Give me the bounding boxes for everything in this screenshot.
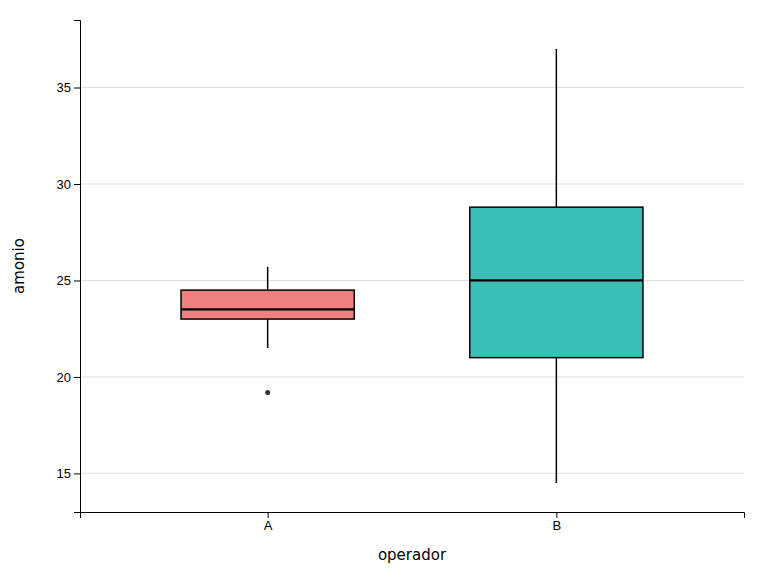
x-tick-mark <box>268 512 269 518</box>
x-tick-label: A <box>264 518 273 533</box>
y-tick-mark <box>74 88 80 89</box>
box-group <box>181 267 354 395</box>
box <box>181 290 354 319</box>
y-tick: 20 <box>57 370 80 385</box>
median <box>181 308 354 310</box>
x-tick: A <box>264 512 273 533</box>
y-tick-label: 15 <box>57 466 71 481</box>
whisker-high <box>556 49 558 207</box>
y-tick-label: 20 <box>57 370 71 385</box>
y-tick: 35 <box>57 80 80 95</box>
grid-line <box>80 280 744 281</box>
marks <box>181 49 643 483</box>
grid-line <box>80 473 744 474</box>
x-tick-label: B <box>553 518 562 533</box>
y-tick-mark <box>74 473 80 474</box>
y-tick: 15 <box>57 466 80 481</box>
x-axis: AB <box>81 512 745 533</box>
chart: 1520253035ABoperadoramonio <box>0 0 768 576</box>
y-tick-label: 35 <box>57 80 71 95</box>
grid <box>80 88 744 474</box>
whisker-high <box>267 267 269 290</box>
median <box>470 279 643 281</box>
y-axis-line <box>74 21 81 513</box>
y-axis-title: amonio <box>10 238 28 294</box>
y-tick: 25 <box>57 273 80 288</box>
plot: 1520253035AB <box>57 21 745 534</box>
x-tick: B <box>553 512 562 533</box>
y-tick-mark <box>74 280 80 281</box>
y-tick-mark <box>74 184 80 185</box>
y-tick: 30 <box>57 177 80 192</box>
box <box>470 207 643 357</box>
whisker-low <box>267 319 269 348</box>
x-tick-mark <box>556 512 557 518</box>
grid-line <box>80 184 744 185</box>
y-tick-mark <box>74 377 80 378</box>
x-axis-line <box>81 513 745 519</box>
grid-line <box>80 87 744 88</box>
outlier <box>265 390 270 395</box>
box-group <box>470 49 643 483</box>
x-axis-title: operador <box>378 546 447 564</box>
grid-line <box>80 376 744 377</box>
y-tick-label: 30 <box>57 177 71 192</box>
whisker-low <box>556 358 558 483</box>
y-tick-label: 25 <box>57 273 71 288</box>
y-axis: 15 20 25 30 35 <box>57 21 81 513</box>
